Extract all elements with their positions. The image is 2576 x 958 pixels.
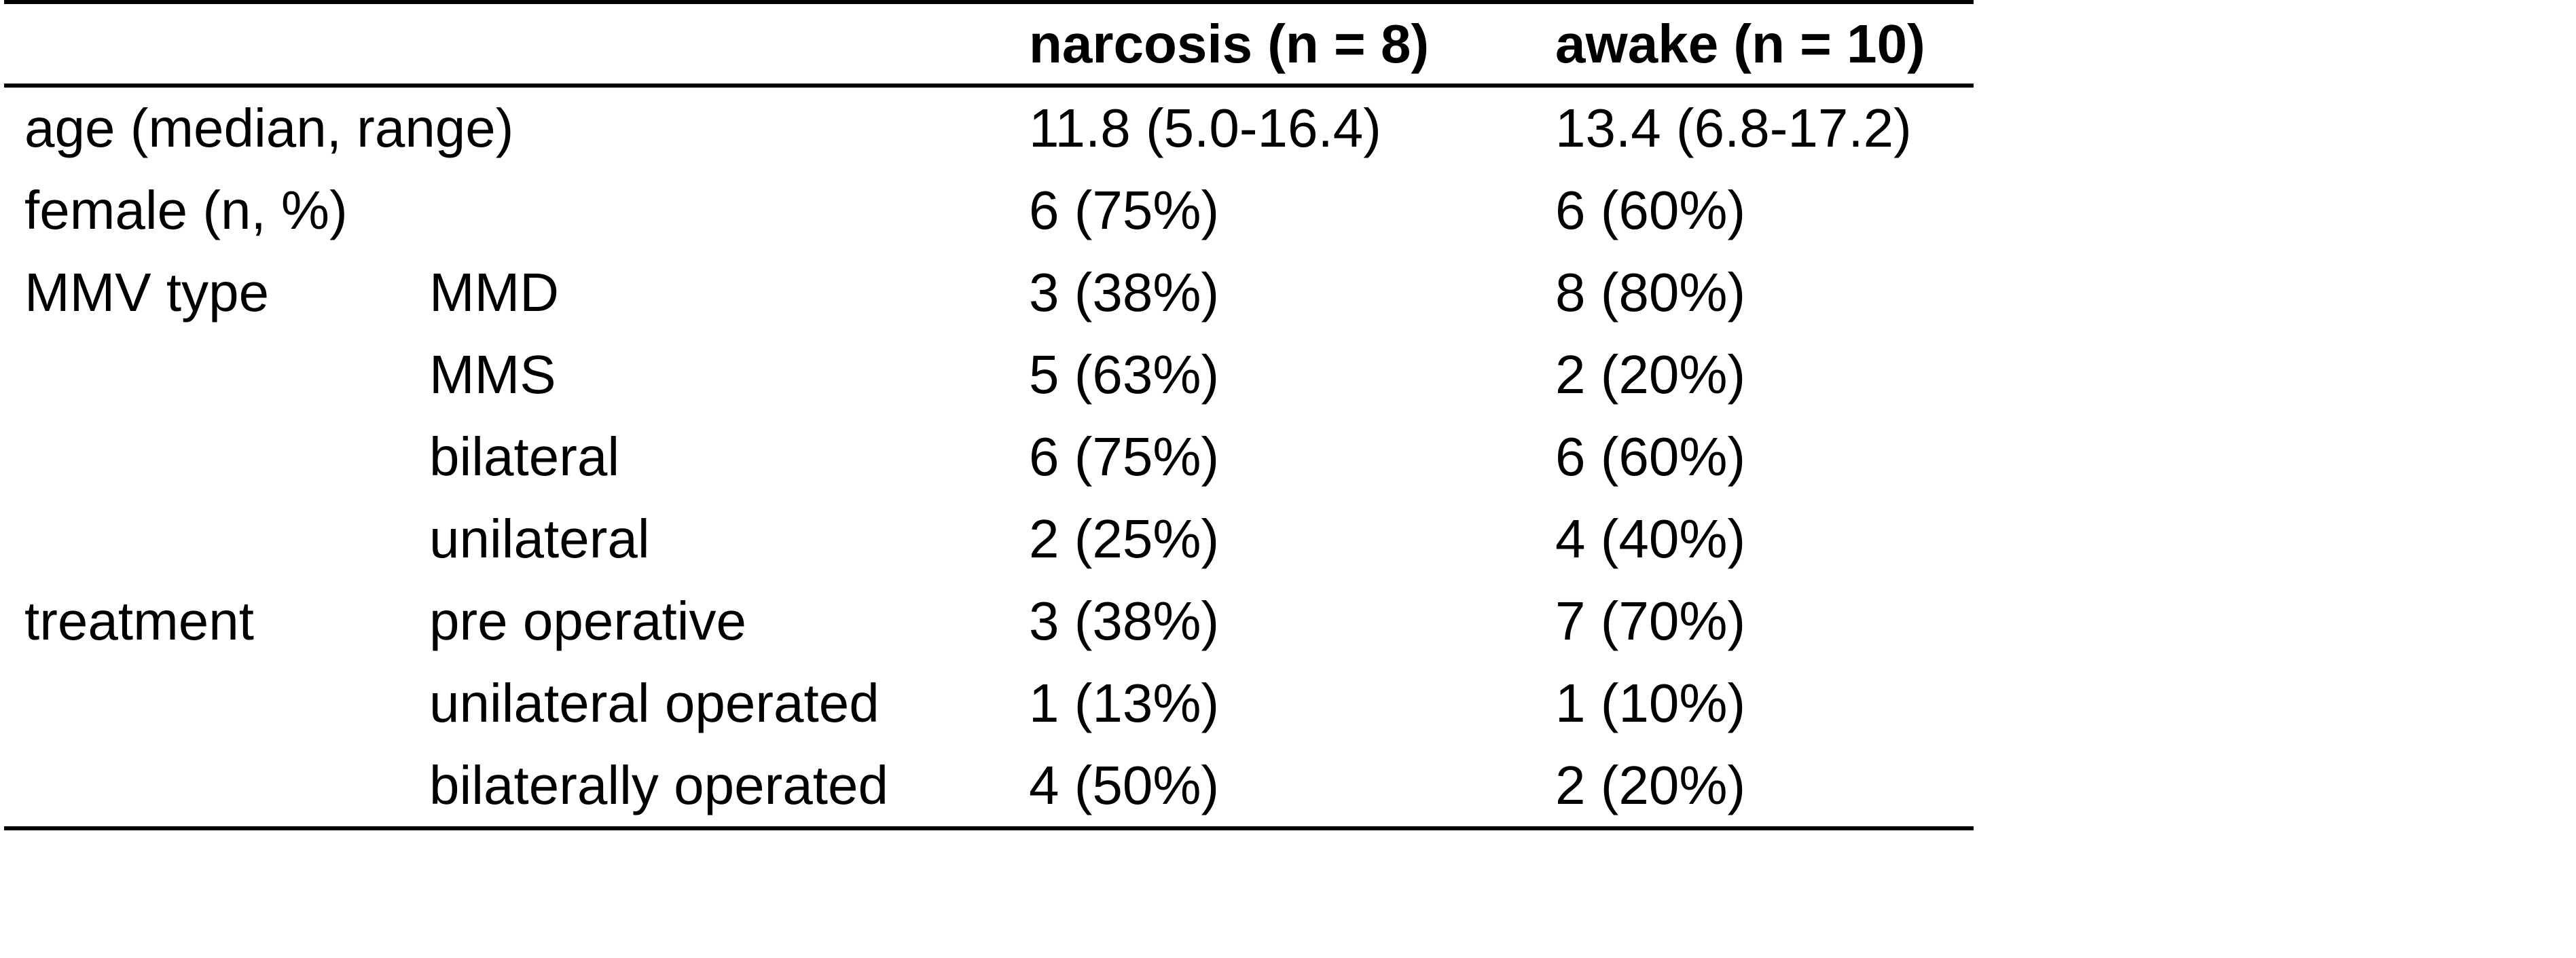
table-row-mmv-type-bilateral: bilateral 6 (75%) 6 (60%)	[4, 416, 1974, 498]
subcategory-cell: pre operative	[429, 590, 746, 651]
awake-value-cell: 6 (60%)	[1555, 180, 1746, 241]
awake-value-cell: 7 (70%)	[1555, 590, 1746, 651]
table-bottom-rule	[4, 826, 1974, 831]
header-narcosis-cell: narcosis (n = 8)	[1029, 13, 1430, 74]
patient-characteristics-table: narcosis (n = 8) awake (n = 10) age (med…	[4, 0, 1974, 831]
awake-value-cell: 6 (60%)	[1555, 426, 1746, 487]
narcosis-value-cell: 1 (13%)	[1029, 672, 1220, 733]
awake-value-cell: 4 (40%)	[1555, 508, 1746, 569]
subcategory-cell: MMD	[429, 262, 560, 323]
table-row-mmv-type-mms: MMS 5 (63%) 2 (20%)	[4, 334, 1974, 416]
awake-value-cell: 13.4 (6.8-17.2)	[1555, 98, 1912, 159]
subcategory-cell: bilateral	[429, 426, 620, 487]
narcosis-value-cell: 11.8 (5.0-16.4)	[1029, 98, 1381, 159]
narcosis-value-cell: 3 (38%)	[1029, 590, 1220, 651]
table-row-mmv-type-unilateral: unilateral 2 (25%) 4 (40%)	[4, 498, 1974, 580]
awake-value-cell: 1 (10%)	[1555, 672, 1746, 733]
category-cell: female (n, %)	[24, 180, 348, 241]
narcosis-value-cell: 6 (75%)	[1029, 426, 1220, 487]
subcategory-cell: bilaterally operated	[429, 754, 888, 815]
table-top-rule	[4, 0, 1974, 4]
narcosis-value-cell: 2 (25%)	[1029, 508, 1220, 569]
subcategory-cell: unilateral	[429, 508, 650, 569]
awake-value-cell: 2 (20%)	[1555, 344, 1746, 405]
table-row-age: age (median, range) 11.8 (5.0-16.4) 13.4…	[4, 88, 1974, 170]
table-row-mmv-type-mmd: MMV type MMD 3 (38%) 8 (80%)	[4, 252, 1974, 334]
narcosis-value-cell: 6 (75%)	[1029, 180, 1220, 241]
table-row-treatment-pre-operative: treatment pre operative 3 (38%) 7 (70%)	[4, 580, 1974, 662]
subcategory-cell: MMS	[429, 344, 556, 405]
category-cell: MMV type	[24, 262, 270, 323]
category-cell: treatment	[24, 590, 254, 651]
table-row-female: female (n, %) 6 (75%) 6 (60%)	[4, 170, 1974, 252]
header-awake-cell: awake (n = 10)	[1555, 13, 1925, 74]
narcosis-value-cell: 4 (50%)	[1029, 754, 1220, 815]
category-cell: age (median, range)	[24, 98, 514, 159]
table-header-separator-rule	[4, 84, 1974, 88]
subcategory-cell: unilateral operated	[429, 672, 879, 733]
awake-value-cell: 2 (20%)	[1555, 754, 1746, 815]
narcosis-value-cell: 3 (38%)	[1029, 262, 1220, 323]
table-row-treatment-bilaterally-operated: bilaterally operated 4 (50%) 2 (20%)	[4, 744, 1974, 826]
awake-value-cell: 8 (80%)	[1555, 262, 1746, 323]
narcosis-value-cell: 5 (63%)	[1029, 344, 1220, 405]
table-row-treatment-unilateral-operated: unilateral operated 1 (13%) 1 (10%)	[4, 662, 1974, 744]
table-header-row: narcosis (n = 8) awake (n = 10)	[4, 4, 1974, 84]
table-body: age (median, range) 11.8 (5.0-16.4) 13.4…	[4, 88, 1974, 826]
